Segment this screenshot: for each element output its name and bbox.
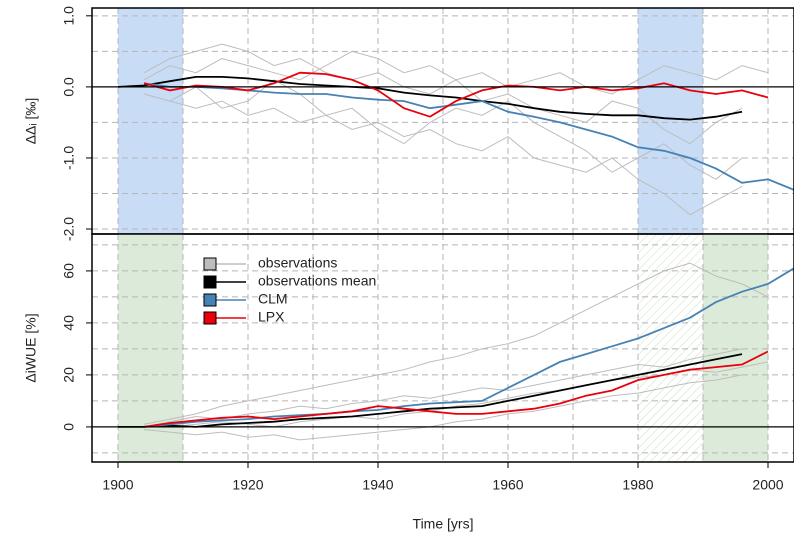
x-tick-label: 1960 xyxy=(492,477,523,493)
y-tick-label: -2.0 xyxy=(61,217,77,241)
legend-swatch xyxy=(203,293,217,307)
series-line xyxy=(143,348,743,428)
y-axis-label: ΔΔᵢ [‰] xyxy=(23,98,39,145)
x-tick-label: 1980 xyxy=(622,477,653,493)
legend-swatch xyxy=(203,275,217,289)
y-tick-label: 0.0 xyxy=(61,77,77,97)
series-line xyxy=(143,71,769,118)
legend-label: observations xyxy=(258,255,337,271)
y-tick-label: 20 xyxy=(61,367,77,383)
shaded-period xyxy=(118,8,183,234)
series-line xyxy=(143,93,743,216)
series-line xyxy=(143,374,743,441)
legend-label: CLM xyxy=(258,291,288,307)
shaded-period xyxy=(703,234,768,462)
legend-swatch xyxy=(203,257,217,271)
y-tick-label: 1.0 xyxy=(61,6,77,26)
series-line xyxy=(143,350,769,428)
plot-frame xyxy=(91,233,794,463)
y-tick-label: -1.0 xyxy=(61,146,77,170)
series-line xyxy=(143,82,794,191)
legend-label: LPX xyxy=(258,309,285,325)
y-tick-label: 0 xyxy=(61,423,77,431)
x-tick-label: 1940 xyxy=(362,477,393,493)
y-tick-label: 40 xyxy=(61,315,77,331)
x-tick-label: 2000 xyxy=(752,477,783,493)
shaded-period xyxy=(638,8,703,234)
y-axis-label: ΔiWUE [%] xyxy=(23,313,39,382)
shaded-period xyxy=(638,234,703,462)
series-line xyxy=(143,267,794,428)
x-tick-label: 1920 xyxy=(232,477,263,493)
x-axis-label: Time [yrs] xyxy=(413,516,474,532)
y-tick-label: 60 xyxy=(61,263,77,279)
series-line xyxy=(143,262,769,425)
x-tick-label: 1900 xyxy=(102,477,133,493)
legend-swatch xyxy=(203,311,217,325)
legend-label: observations mean xyxy=(258,273,376,289)
series-line xyxy=(118,353,743,428)
series-line xyxy=(143,50,769,95)
series-line xyxy=(117,76,743,121)
